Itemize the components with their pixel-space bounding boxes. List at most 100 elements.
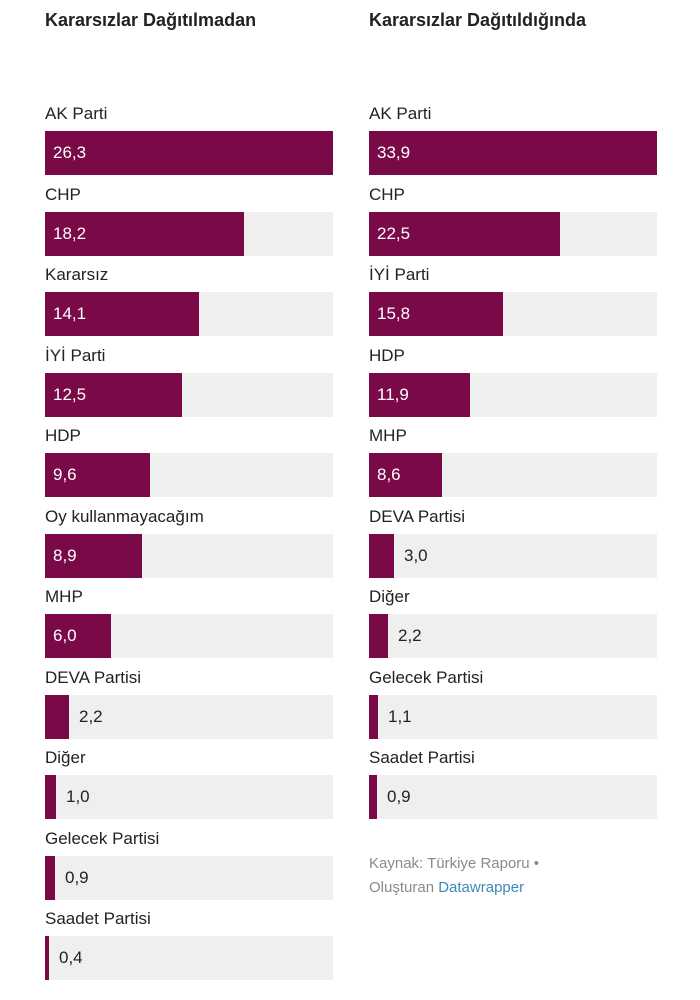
bar-label: İYİ Parti — [369, 265, 430, 284]
datawrapper-link[interactable]: Datawrapper — [438, 879, 525, 896]
bar-label: Diğer — [45, 748, 86, 767]
bar-value-label: 12,5 — [53, 384, 87, 404]
bar-value-label: 33,9 — [377, 143, 411, 162]
bar-label: DEVA Partisi — [369, 506, 466, 526]
bar — [45, 936, 49, 980]
bar — [45, 292, 199, 336]
bar — [45, 131, 333, 175]
bar-row: Diğer 2,2 — [369, 584, 659, 665]
bar-label: CHP — [45, 184, 81, 204]
bar-value-label: 8,9 — [53, 545, 77, 565]
bar-row: AK Parti 33,9 — [369, 101, 659, 182]
bar — [369, 131, 657, 175]
bar-label: Gelecek Partisi — [369, 667, 484, 687]
bar-row: DEVA Partisi 2,2 — [45, 665, 335, 746]
bar-row: HDP 11,9 — [369, 343, 659, 424]
bar — [45, 372, 182, 417]
bar-label: Oy kullanmayacağım — [45, 506, 204, 526]
bar-value-label: 8,6 — [377, 465, 401, 484]
bar-row: HDP 9,6 — [45, 423, 335, 504]
bar-value-label: 11,9 — [377, 384, 409, 404]
bar-track: 22,5 — [369, 211, 657, 256]
bar-label: AK Parti — [45, 104, 108, 123]
bar-track: 1,0 — [45, 775, 333, 819]
chart-title-left: Kararsızlar Dağıtılmadan — [45, 10, 257, 30]
bar-value-label: 15,8 — [377, 304, 411, 323]
bar-track: 8,9 — [45, 533, 333, 578]
bar-value-label: 18,2 — [53, 223, 87, 243]
bar-row: Oy kullanmayacağım 8,9 — [45, 504, 335, 585]
bar-label: İYİ Parti — [45, 345, 106, 365]
bar-value-label: 3,0 — [404, 545, 428, 565]
bar-value-label: 2,2 — [79, 706, 103, 726]
bar — [45, 453, 150, 497]
bar-row: Saadet Partisi 0,9 — [369, 745, 659, 826]
bar-track: 0,9 — [369, 775, 657, 819]
bar-track: 1,1 — [369, 694, 657, 739]
bar-label: Kararsız — [45, 265, 109, 284]
source-text: Kaynak: Türkiye Raporu • — [369, 855, 540, 872]
bar-track: 0,4 — [45, 936, 333, 980]
created-by-prefix: Oluşturan — [369, 879, 435, 896]
bar-value-label: 22,5 — [377, 223, 411, 243]
bar-label: HDP — [45, 426, 81, 445]
bar-row: DEVA Partisi 3,0 — [369, 504, 659, 585]
bar-row: İYİ Parti 12,5 — [45, 343, 335, 424]
bar-row: Saadet Partisi 0,4 — [45, 906, 335, 987]
bar-track: 26,3 — [45, 131, 333, 175]
bar-track: 11,9 — [369, 372, 657, 417]
bar-track: 15,8 — [369, 292, 657, 336]
bar-track: 2,2 — [369, 614, 657, 658]
bar — [369, 694, 378, 739]
bar — [369, 211, 560, 256]
bar-value-label: 9,6 — [53, 465, 77, 484]
bar-label: Diğer — [369, 587, 410, 606]
bar-row: Gelecek Partisi 0,9 — [45, 826, 335, 907]
bar-value-label: 26,3 — [53, 143, 87, 162]
created-by: Oluşturan Datawrapper — [369, 876, 539, 900]
bar-label: MHP — [369, 426, 407, 445]
bar-label: Saadet Partisi — [45, 909, 151, 928]
bar-track: 8,6 — [369, 453, 657, 497]
bar-value-label: 14,1 — [53, 304, 87, 323]
bar-row: Diğer 1,0 — [45, 745, 335, 826]
bar-label: AK Parti — [369, 104, 432, 123]
bar — [369, 614, 388, 658]
bar-label: HDP — [369, 345, 405, 365]
bar-label: MHP — [45, 587, 83, 606]
bar-track: 12,5 — [45, 372, 333, 417]
bar-label: DEVA Partisi — [45, 667, 142, 687]
bar-track: 0,9 — [45, 855, 333, 900]
bar-row: Gelecek Partisi 1,1 — [369, 665, 659, 746]
bar-label: Saadet Partisi — [369, 748, 475, 767]
bar — [369, 775, 377, 819]
bar-label: CHP — [369, 184, 405, 204]
bar-value-label: 1,0 — [66, 787, 90, 806]
bar-track: 6,0 — [45, 614, 333, 658]
bar-row: MHP 6,0 — [45, 584, 335, 665]
bar-row: AK Parti 26,3 — [45, 101, 335, 182]
bar-track: 14,1 — [45, 292, 333, 336]
bar-value-label: 6,0 — [53, 626, 77, 645]
bar-label: Gelecek Partisi — [45, 828, 160, 848]
bar-row: MHP 8,6 — [369, 423, 659, 504]
bar-value-label: 0,9 — [387, 787, 411, 806]
bar — [369, 372, 470, 417]
bar-track: 3,0 — [369, 533, 657, 578]
bar — [369, 292, 503, 336]
bar — [45, 533, 142, 578]
bar-row: CHP 18,2 — [45, 182, 335, 263]
chart-title-right: Kararsızlar Dağıtıldığında — [369, 10, 587, 30]
bar — [45, 211, 244, 256]
bar-track: 9,6 — [45, 453, 333, 497]
bar-rows-right: AK Parti 33,9 CHP 22,5 İYİ Parti 15,8 HDP 11,9 M… — [369, 101, 659, 826]
bar-value-label: 1,1 — [388, 706, 412, 726]
bar — [369, 533, 394, 578]
bar-track: 18,2 — [45, 211, 333, 256]
bar — [45, 855, 55, 900]
bar-row: Kararsız 14,1 — [45, 262, 335, 343]
bar-track: 2,2 — [45, 694, 333, 739]
bar-value-label: 2,2 — [398, 626, 422, 645]
bar-rows-left: AK Parti 26,3 CHP 18,2 Kararsız 14,1 İYİ Parti… — [45, 101, 335, 987]
bar — [369, 453, 442, 497]
